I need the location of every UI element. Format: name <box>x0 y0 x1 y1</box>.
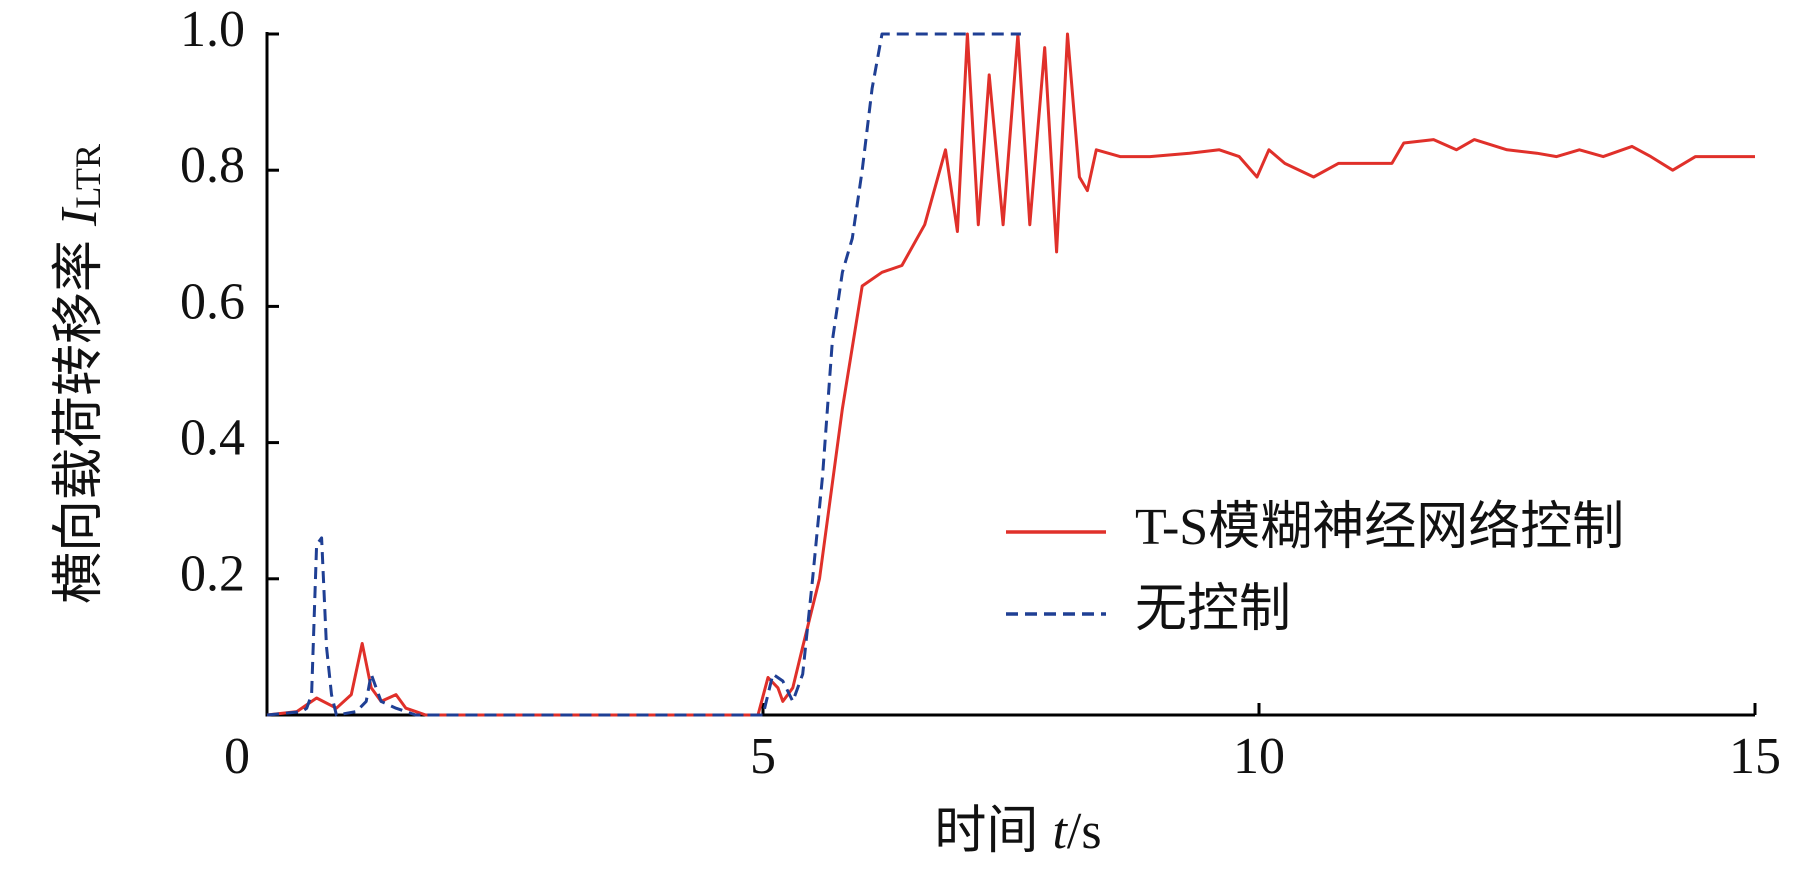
data-line <box>266 32 1021 717</box>
y-tick-label: 1.0 <box>180 1 245 58</box>
x-axis-label: 时间 t/s <box>934 803 1101 860</box>
y-tick-label: 0.2 <box>180 546 245 603</box>
y-axis-label: 横向载荷转移率 ILTR <box>51 144 108 604</box>
legend-label: 无控制 <box>1135 581 1291 638</box>
legend-label: T-S模糊神经网络控制 <box>1135 499 1624 556</box>
x-tick-label: 5 <box>750 728 776 785</box>
x-label-symbol: t <box>1052 803 1068 860</box>
y-tick-label: 0.8 <box>180 137 245 194</box>
x-tick-label: 10 <box>1233 728 1285 785</box>
y-label-subscript: LTR <box>68 144 108 209</box>
y-label-symbol: I <box>51 206 108 227</box>
x-tick-label: 15 <box>1729 728 1781 785</box>
y-tick-label: 0.4 <box>180 410 245 467</box>
x-label-text: 时间 <box>934 803 1038 860</box>
y-label-text: 横向载荷转移率 <box>51 240 108 604</box>
y-tick-label: 0.6 <box>180 273 245 330</box>
x-tick-label: 0 <box>224 728 250 785</box>
x-label-unit: /s <box>1067 803 1102 860</box>
